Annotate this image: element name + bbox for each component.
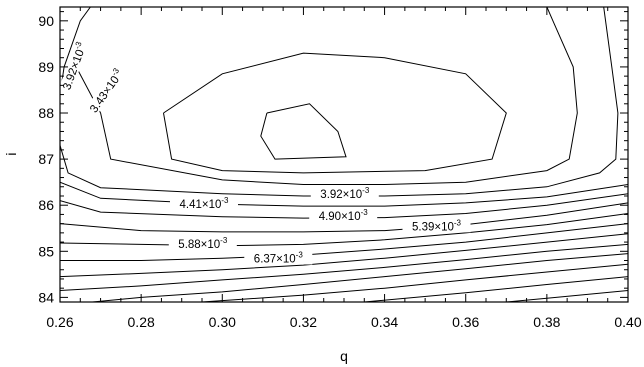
x-tick-label-6: 0.36: [452, 314, 479, 330]
x-axis-label: q: [340, 348, 348, 364]
contour-level-label-7: 5.88×10-3: [168, 236, 237, 251]
contour-level-label-5: 4.90×10-3: [309, 208, 378, 223]
x-tick-label-5: 0.34: [371, 314, 398, 330]
x-tick-label-7: 0.38: [533, 314, 560, 330]
contour-level-label-2: 3.43×10-3: [81, 59, 131, 123]
contour-line-5: [60, 7, 619, 197]
x-tick-label-3: 0.30: [209, 314, 236, 330]
contour-line-9: [60, 213, 628, 247]
svg-text:4.41×10-3: 4.41×10-3: [179, 196, 229, 211]
contour-level-label-8: 6.37×10-3: [244, 251, 313, 266]
y-tick-label-1: 84: [38, 289, 54, 305]
svg-text:5.39×10-3: 5.39×10-3: [412, 218, 462, 233]
y-tick-label-4: 87: [38, 151, 54, 167]
contour-line-10: [60, 223, 628, 261]
contour-line-12: [60, 243, 628, 291]
svg-text:3.92×10-3: 3.92×10-3: [320, 186, 370, 201]
contour-level-label-6: 5.39×10-3: [402, 218, 471, 233]
y-tick-label-6: 89: [38, 59, 54, 75]
y-axis-label: i: [3, 152, 19, 155]
x-tick-label-1: 0.26: [46, 314, 73, 330]
y-tick-label-5: 88: [38, 105, 54, 121]
contour-line-14: [201, 263, 628, 302]
svg-text:6.37×10-3: 6.37×10-3: [254, 251, 304, 266]
contour-line-8: [60, 202, 628, 233]
x-tick-label-4: 0.32: [290, 314, 317, 330]
contour-line-2: [163, 52, 507, 174]
contour-line-11: [60, 233, 628, 278]
y-tick-label-3: 86: [38, 197, 54, 213]
x-tick-label-2: 0.28: [128, 314, 155, 330]
svg-text:5.88×10-3: 5.88×10-3: [178, 236, 228, 251]
plot-frame: [59, 6, 629, 303]
contour-line-1: [260, 103, 347, 160]
contour-line-6: [60, 181, 628, 207]
contour-level-label-3: 3.92×10-3: [310, 186, 379, 201]
contour-level-label-4: 4.41×10-3: [170, 196, 238, 211]
y-tick-label-2: 85: [38, 243, 54, 259]
contour-line-15: [364, 276, 628, 302]
contour-line-3: [75, 7, 578, 185]
axes: 0.26 0.28 0.30 0.32 0.34 0.36 0.38 0.40 84 85 86 87…: [38, 7, 642, 330]
contour-lines: [60, 7, 628, 302]
svg-text:4.90×10-3: 4.90×10-3: [319, 208, 369, 223]
contour-level-label-1: 3.92×10-3: [56, 31, 92, 101]
y-tick-label-7: 90: [38, 13, 54, 29]
contour-level-labels: 3.92×10-33.43×10-33.92×10-34.41×10-34.90…: [56, 31, 471, 266]
contour-line-13: [92, 253, 628, 302]
x-tick-label-8: 0.40: [614, 314, 641, 330]
